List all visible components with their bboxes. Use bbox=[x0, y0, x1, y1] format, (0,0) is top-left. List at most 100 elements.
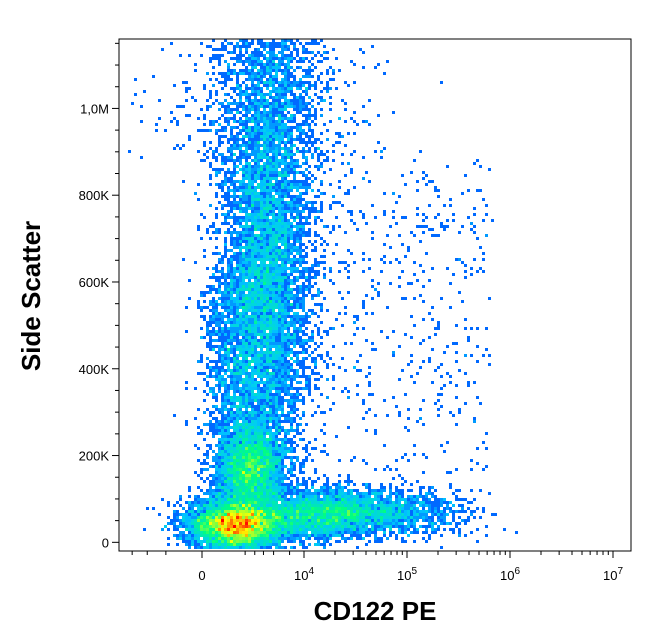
density-dot bbox=[284, 357, 287, 360]
density-dot bbox=[242, 276, 245, 279]
density-dot bbox=[233, 204, 236, 207]
density-dot bbox=[470, 513, 473, 516]
density-dot bbox=[236, 540, 239, 543]
density-dot bbox=[206, 540, 209, 543]
density-dot bbox=[284, 267, 287, 270]
density-dot bbox=[362, 498, 365, 501]
density-dot bbox=[242, 177, 245, 180]
density-dot bbox=[215, 453, 218, 456]
density-dot bbox=[368, 495, 371, 498]
density-dot bbox=[212, 390, 215, 393]
density-dot bbox=[281, 390, 284, 393]
density-dot bbox=[263, 327, 266, 330]
density-dot bbox=[251, 150, 254, 153]
density-dot bbox=[203, 534, 206, 537]
density-dot bbox=[305, 90, 308, 93]
density-dot bbox=[314, 54, 317, 57]
density-dot bbox=[248, 78, 251, 81]
density-dot bbox=[449, 522, 452, 525]
density-dot bbox=[200, 108, 203, 111]
density-dot bbox=[326, 516, 329, 519]
density-dot bbox=[287, 429, 290, 432]
density-dot bbox=[302, 255, 305, 258]
density-dot bbox=[371, 501, 374, 504]
density-dot bbox=[269, 147, 272, 150]
density-dot bbox=[281, 249, 284, 252]
density-dot bbox=[251, 489, 254, 492]
density-dot bbox=[188, 513, 191, 516]
density-dot bbox=[272, 183, 275, 186]
density-dot bbox=[254, 105, 257, 108]
density-dot bbox=[299, 129, 302, 132]
density-dot bbox=[224, 120, 227, 123]
density-dot bbox=[275, 153, 278, 156]
density-dot bbox=[188, 495, 191, 498]
density-dot bbox=[299, 528, 302, 531]
density-dot bbox=[296, 261, 299, 264]
density-dot bbox=[242, 270, 245, 273]
density-dot bbox=[227, 300, 230, 303]
density-dot bbox=[266, 369, 269, 372]
density-dot bbox=[278, 354, 281, 357]
density-dot bbox=[350, 498, 353, 501]
density-dot bbox=[452, 504, 455, 507]
density-dot bbox=[290, 405, 293, 408]
density-dot bbox=[278, 306, 281, 309]
density-dot bbox=[224, 78, 227, 81]
density-dot bbox=[269, 81, 272, 84]
density-dot bbox=[305, 423, 308, 426]
density-dot bbox=[218, 516, 221, 519]
density-dot bbox=[302, 114, 305, 117]
density-dot bbox=[170, 522, 173, 525]
density-dot bbox=[281, 240, 284, 243]
density-dot bbox=[266, 447, 269, 450]
density-dot bbox=[314, 84, 317, 87]
density-dot bbox=[176, 501, 179, 504]
density-dot bbox=[293, 180, 296, 183]
density-dot bbox=[257, 510, 260, 513]
density-dot bbox=[236, 75, 239, 78]
density-dot bbox=[275, 270, 278, 273]
density-dot bbox=[236, 189, 239, 192]
density-dot bbox=[269, 195, 272, 198]
density-dot bbox=[233, 489, 236, 492]
density-dot bbox=[236, 288, 239, 291]
density-dot bbox=[344, 501, 347, 504]
density-dot bbox=[260, 135, 263, 138]
density-dot bbox=[245, 90, 248, 93]
density-dot bbox=[248, 438, 251, 441]
density-dot bbox=[254, 357, 257, 360]
density-dot bbox=[305, 234, 308, 237]
density-dot bbox=[245, 336, 248, 339]
density-dot bbox=[290, 441, 293, 444]
density-dot bbox=[287, 354, 290, 357]
density-dot bbox=[278, 219, 281, 222]
density-dot bbox=[263, 171, 266, 174]
density-dot bbox=[260, 264, 263, 267]
density-dot bbox=[260, 303, 263, 306]
density-dot bbox=[365, 495, 368, 498]
density-dot bbox=[329, 501, 332, 504]
density-dot bbox=[227, 354, 230, 357]
density-dot bbox=[275, 243, 278, 246]
density-dot bbox=[251, 468, 254, 471]
density-dot bbox=[278, 273, 281, 276]
density-dot bbox=[260, 249, 263, 252]
density-dot bbox=[287, 168, 290, 171]
density-dot bbox=[290, 222, 293, 225]
density-dot bbox=[254, 366, 257, 369]
density-dot bbox=[194, 261, 197, 264]
density-dot bbox=[254, 144, 257, 147]
density-dot bbox=[242, 432, 245, 435]
density-dot bbox=[245, 471, 248, 474]
density-dot bbox=[242, 114, 245, 117]
density-dot bbox=[281, 93, 284, 96]
density-dot bbox=[245, 243, 248, 246]
density-dot bbox=[281, 120, 284, 123]
density-dot bbox=[320, 180, 323, 183]
density-dot bbox=[257, 252, 260, 255]
density-dot bbox=[293, 294, 296, 297]
density-dot bbox=[275, 333, 278, 336]
density-dot bbox=[263, 132, 266, 135]
density-dot bbox=[263, 399, 266, 402]
